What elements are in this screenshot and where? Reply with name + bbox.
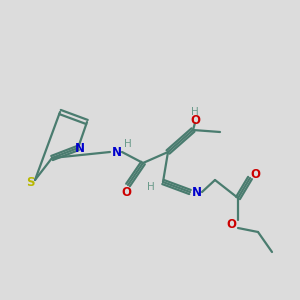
Text: N: N: [75, 142, 85, 154]
Text: O: O: [121, 187, 131, 200]
Text: S: S: [26, 176, 34, 190]
Text: H: H: [147, 182, 155, 192]
Text: O: O: [250, 167, 260, 181]
Text: H: H: [191, 107, 199, 117]
Text: N: N: [112, 146, 122, 158]
Text: O: O: [226, 218, 236, 232]
Text: H: H: [124, 139, 132, 149]
Text: N: N: [192, 185, 202, 199]
Text: O: O: [190, 115, 200, 128]
